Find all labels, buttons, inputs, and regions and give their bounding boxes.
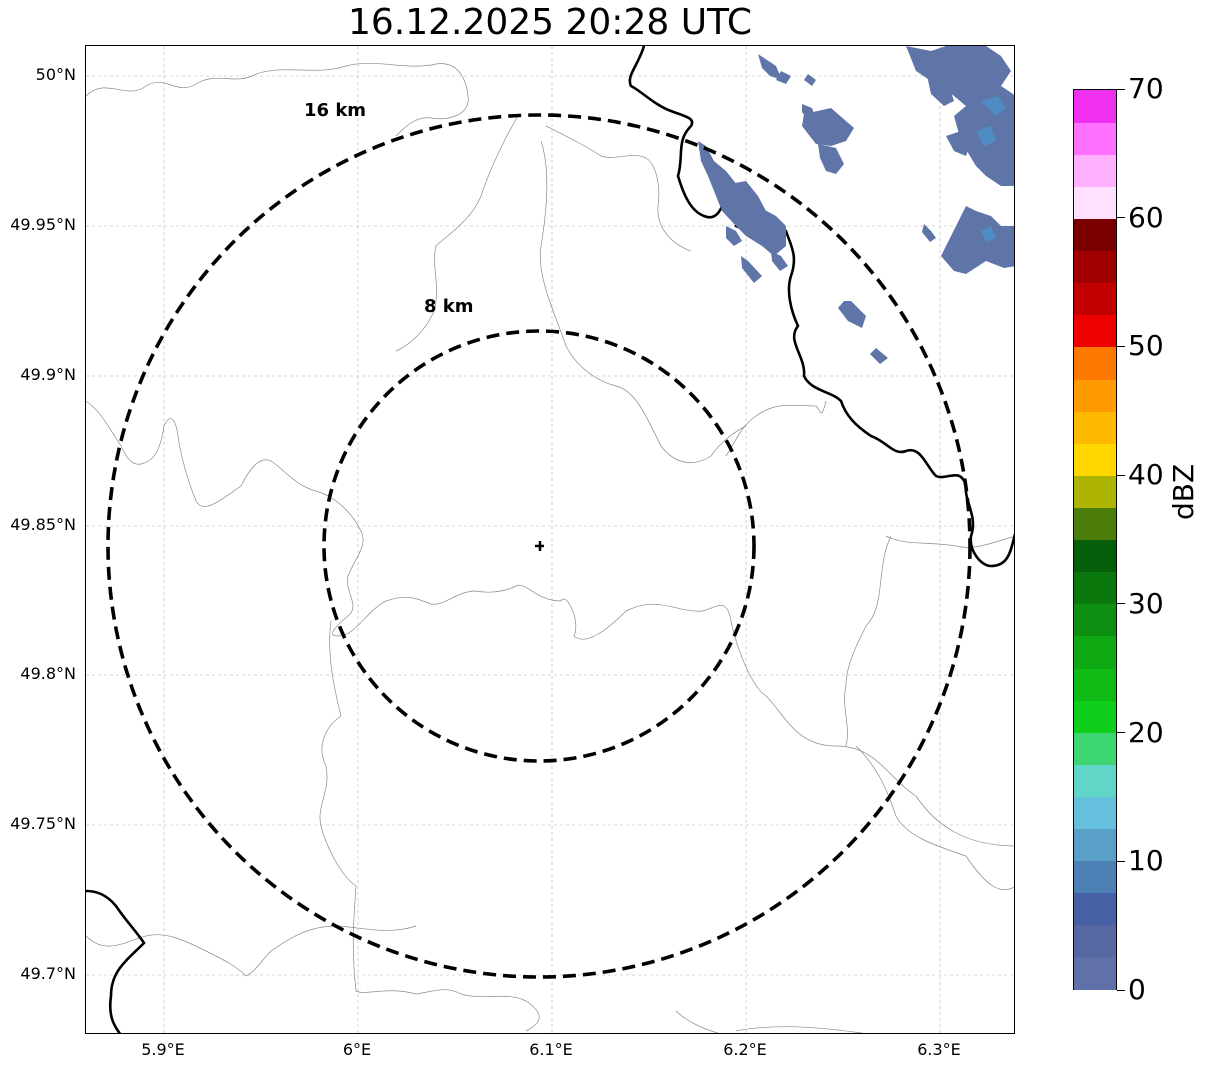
colorbar-tick-label: 40 (1128, 458, 1164, 492)
radar-map (86, 46, 1014, 1033)
gridlines (86, 46, 1014, 1033)
colorbar-tick-mark (1117, 732, 1125, 734)
lat-tick: 49.9°N (20, 365, 76, 384)
lat-tick: 49.85°N (10, 515, 76, 534)
colorbar-segment (1074, 956, 1116, 990)
radar-site-marker (535, 541, 544, 551)
colorbar-segment (1074, 507, 1116, 541)
colorbar-segment (1074, 282, 1116, 316)
colorbar-tick-mark (1117, 860, 1125, 862)
lat-tick: 49.75°N (10, 814, 76, 833)
colorbar-tick-label: 20 (1128, 715, 1164, 749)
precipitation-echoes (698, 46, 1014, 364)
colorbar-segment (1074, 635, 1116, 669)
map-area[interactable]: 16 km 8 km (85, 45, 1015, 1034)
precipitation-echoes-light (976, 96, 1006, 242)
map-title: 16.12.2025 20:28 UTC (347, 2, 753, 43)
lat-tick: 49.8°N (20, 664, 76, 683)
colorbar-segment (1074, 411, 1116, 444)
colorbar-tick-label: 10 (1128, 844, 1164, 878)
colorbar-tick-label: 60 (1128, 200, 1164, 234)
lon-tick: 6.2°E (723, 1040, 767, 1059)
colorbar-tick-mark (1117, 345, 1125, 347)
colorbar-tick-mark (1117, 217, 1125, 219)
colorbar-segment (1074, 667, 1116, 701)
colorbar-segment (1074, 475, 1116, 508)
colorbar-segment (1074, 186, 1116, 220)
colorbar-segment (1074, 828, 1116, 862)
colorbar-unit-label: dBZ (1167, 463, 1200, 520)
lon-tick: 6.1°E (529, 1040, 573, 1059)
lat-tick: 49.95°N (10, 215, 76, 234)
lon-tick: 6.3°E (917, 1040, 961, 1059)
colorbar-segment (1074, 250, 1116, 284)
colorbar (1073, 89, 1117, 990)
colorbar-segment (1074, 764, 1116, 797)
colorbar-segment (1074, 90, 1116, 123)
admin-boundaries (86, 63, 1014, 1033)
colorbar-tick-mark (1117, 88, 1125, 90)
range-ring-label-8km: 8 km (424, 296, 474, 317)
lat-tick: 49.7°N (20, 964, 76, 983)
colorbar-segment (1074, 346, 1116, 380)
colorbar-segment (1074, 378, 1116, 412)
lon-tick: 5.9°E (141, 1040, 185, 1059)
colorbar-segment (1074, 571, 1116, 605)
colorbar-tick-mark (1117, 989, 1125, 991)
colorbar-segment (1074, 154, 1116, 187)
colorbar-segment (1074, 732, 1116, 765)
country-border (86, 46, 1014, 1033)
colorbar-tick-label: 0 (1128, 973, 1146, 1006)
colorbar-tick-label: 50 (1128, 329, 1164, 363)
lat-tick: 50°N (35, 65, 76, 84)
colorbar-tick-label: 70 (1128, 72, 1164, 105)
colorbar-tick-mark (1117, 603, 1125, 605)
colorbar-segment (1074, 860, 1116, 894)
colorbar-segment (1074, 314, 1116, 348)
colorbar-segment (1074, 924, 1116, 958)
colorbar-segment (1074, 539, 1116, 573)
lon-tick: 6°E (342, 1040, 372, 1059)
range-ring-8km (322, 329, 756, 763)
range-rings (106, 113, 972, 979)
colorbar-tick-label: 30 (1128, 586, 1164, 620)
colorbar-segment (1074, 218, 1116, 252)
colorbar-segment (1074, 443, 1116, 476)
range-ring-16km (106, 113, 972, 979)
colorbar-segment (1074, 700, 1116, 733)
colorbar-segment (1074, 603, 1116, 637)
range-ring-label-16km: 16 km (304, 100, 367, 121)
colorbar-segment (1074, 796, 1116, 830)
colorbar-tick-mark (1117, 474, 1125, 476)
colorbar-segment (1074, 122, 1116, 155)
colorbar-segment (1074, 892, 1116, 926)
